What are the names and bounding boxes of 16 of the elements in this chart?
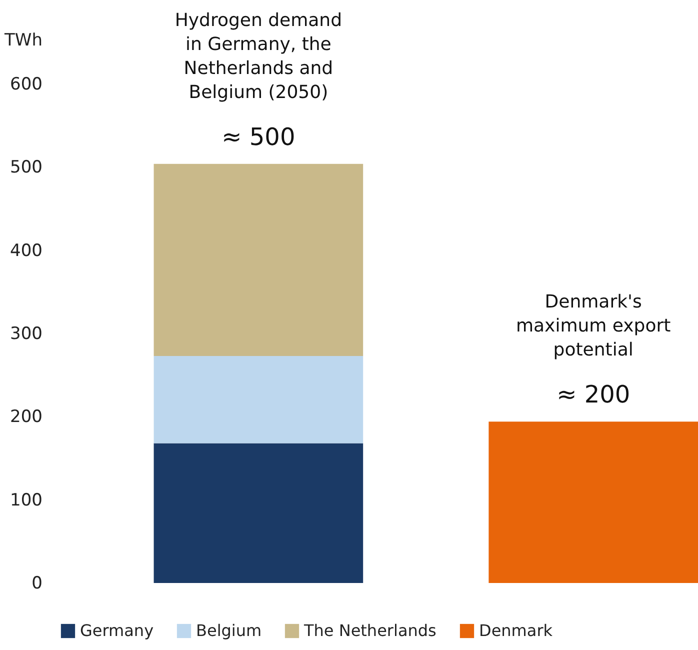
y-tick-label: 500	[10, 158, 42, 178]
annotation: ≈ 200	[556, 380, 630, 409]
y-tick-label: 100	[10, 490, 42, 510]
annotation: Hydrogen demand in Germany, the Netherlands and Belgium (2050)	[174, 10, 342, 103]
legend-label: Belgium	[196, 621, 262, 640]
y-tick-label: 600	[10, 74, 42, 94]
legend-label: Germany	[80, 621, 154, 640]
annotation: Denmark's maximum export potential	[516, 292, 671, 361]
legend-label: Denmark	[479, 621, 554, 640]
y-tick-label: 300	[10, 324, 42, 344]
y-tick-label: 200	[10, 407, 42, 428]
legend-label: The Netherlands	[303, 621, 436, 640]
y-axis-title: TWh	[4, 30, 42, 50]
y-tick-label: 0	[32, 574, 42, 594]
annotation: ≈ 500	[222, 122, 296, 151]
y-tick-label: 400	[10, 240, 42, 261]
